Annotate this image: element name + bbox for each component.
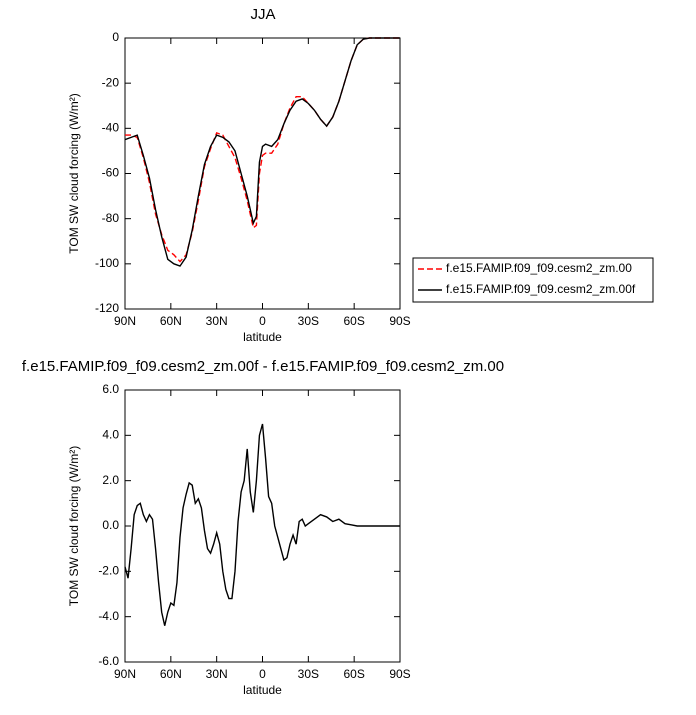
y-tick-label: -100 xyxy=(95,256,119,270)
x-tick-label: 60S xyxy=(343,667,364,681)
y-tick-label: -4.0 xyxy=(98,609,119,623)
x-tick-label: 30S xyxy=(298,314,319,328)
x-tick-label: 60N xyxy=(160,667,182,681)
x-tick-label: 90N xyxy=(114,667,136,681)
plot-frame xyxy=(124,37,401,310)
y-axis-label: TOM SW cloud forcing (W/m²) xyxy=(67,93,81,253)
chart-title: f.e15.FAMIP.f09_f09.cesm2_zm.00f - f.e15… xyxy=(22,358,504,375)
x-tick-label: 0 xyxy=(259,314,266,328)
legend-label: f.e15.FAMIP.f09_f09.cesm2_zm.00 xyxy=(446,261,632,275)
y-tick-label: -2.0 xyxy=(98,564,119,578)
series-line xyxy=(124,37,400,267)
y-tick-label: -120 xyxy=(95,301,119,315)
y-tick-label: 6.0 xyxy=(102,382,119,396)
x-tick-label: 90N xyxy=(114,314,136,328)
x-tick-label: 90S xyxy=(389,314,410,328)
x-tick-label: 30N xyxy=(206,314,228,328)
x-tick-label: 30N xyxy=(206,667,228,681)
chart-title: JJA xyxy=(250,6,275,23)
y-tick-label: -6.0 xyxy=(98,654,119,668)
y-tick-label: 4.0 xyxy=(102,428,119,442)
y-axis-label: TOM SW cloud forcing (W/m²) xyxy=(67,446,81,606)
y-tick-label: -80 xyxy=(102,211,120,225)
x-tick-label: 90S xyxy=(389,667,410,681)
y-tick-label: -40 xyxy=(102,121,120,135)
y-tick-label: 0.0 xyxy=(102,518,119,532)
y-tick-label: 0 xyxy=(112,30,119,44)
x-tick-label: 30S xyxy=(298,667,319,681)
x-tick-label: 60N xyxy=(160,314,182,328)
series-line xyxy=(124,423,400,626)
y-tick-label: 2.0 xyxy=(102,473,119,487)
legend-box xyxy=(412,257,654,303)
x-axis-label: latitude xyxy=(243,683,282,697)
x-tick-label: 60S xyxy=(343,314,364,328)
x-axis-label: latitude xyxy=(243,330,282,344)
y-tick-label: -60 xyxy=(102,166,120,180)
legend-label: f.e15.FAMIP.f09_f09.cesm2_zm.00f xyxy=(446,282,636,296)
y-tick-label: -20 xyxy=(102,75,120,89)
x-tick-label: 0 xyxy=(259,667,266,681)
